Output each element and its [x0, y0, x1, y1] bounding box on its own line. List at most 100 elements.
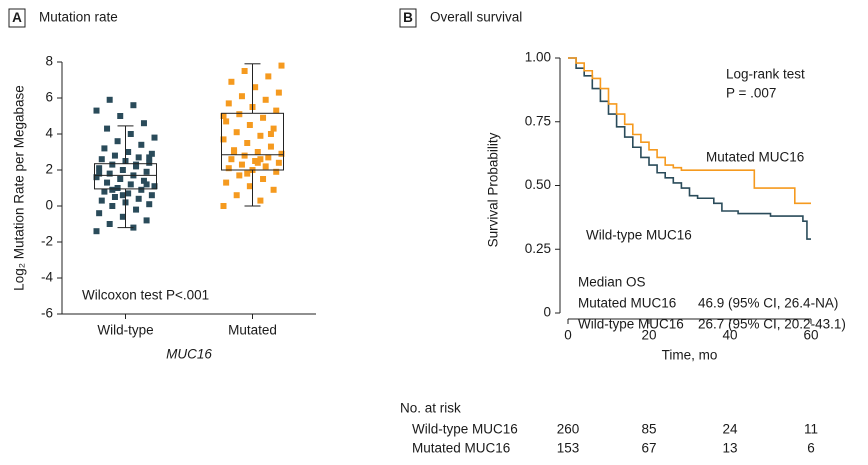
- point: [148, 150, 155, 157]
- point: [146, 201, 153, 208]
- risk-count: 6: [807, 441, 815, 456]
- point: [246, 122, 253, 128]
- box: [94, 163, 157, 190]
- risk-count: 13: [722, 441, 737, 456]
- point: [98, 197, 105, 204]
- point: [106, 170, 113, 177]
- y-tick-label: 4: [45, 126, 53, 141]
- point: [146, 154, 153, 161]
- point: [143, 168, 150, 175]
- point: [104, 125, 111, 132]
- y-axis-label: Survival Probability: [486, 132, 501, 247]
- point: [273, 107, 280, 114]
- point: [106, 96, 113, 103]
- point: [225, 165, 232, 172]
- point: [93, 107, 100, 114]
- point: [228, 156, 235, 163]
- point: [225, 100, 232, 107]
- y-tick-label: -2: [41, 234, 53, 249]
- point: [133, 206, 140, 213]
- point: [238, 93, 245, 100]
- point: [270, 186, 277, 193]
- y-tick-label: 0.75: [525, 113, 551, 128]
- y-tick-label: 2: [45, 162, 53, 177]
- y-tick-label: 8: [45, 54, 53, 69]
- point: [114, 185, 121, 191]
- curve-label: Wild-type MUC16: [586, 228, 692, 243]
- point: [260, 114, 267, 121]
- point: [96, 210, 103, 217]
- risk-title: No. at risk: [400, 401, 461, 416]
- point: [148, 192, 155, 199]
- point: [220, 136, 227, 143]
- point: [98, 156, 105, 163]
- point: [119, 167, 126, 173]
- point: [241, 152, 248, 159]
- panel-label-box: [8, 8, 26, 28]
- point: [273, 168, 280, 175]
- point: [138, 186, 145, 193]
- y-tick-label: 6: [45, 90, 53, 105]
- point: [127, 181, 134, 188]
- point: [96, 170, 103, 177]
- point: [101, 188, 108, 195]
- annotation: Wilcoxon test P<.001: [82, 288, 209, 303]
- point: [127, 131, 134, 137]
- point: [265, 73, 272, 80]
- point: [223, 118, 230, 125]
- point: [231, 149, 238, 155]
- point: [262, 163, 269, 170]
- point: [228, 78, 235, 85]
- x-tick-label: 0: [564, 328, 572, 343]
- point: [101, 145, 108, 152]
- point: [111, 152, 118, 159]
- point: [241, 68, 248, 74]
- point: [135, 195, 142, 202]
- point: [223, 179, 230, 186]
- point: [143, 181, 150, 188]
- point: [257, 132, 264, 139]
- y-tick-label: 0: [543, 305, 551, 320]
- x-tick-label: 40: [722, 328, 737, 343]
- point: [238, 161, 245, 168]
- point: [119, 213, 126, 220]
- y-tick-label: -6: [41, 306, 53, 321]
- point: [109, 186, 116, 193]
- point: [109, 203, 116, 209]
- risk-count: 85: [641, 422, 656, 437]
- point: [119, 192, 126, 199]
- point: [117, 176, 124, 182]
- point: [104, 179, 111, 186]
- point: [138, 141, 145, 148]
- point: [220, 203, 227, 209]
- risk-count: 67: [641, 441, 656, 456]
- y-axis-label: Log₂ Mutation Rate per Megabase: [12, 85, 27, 291]
- point: [135, 154, 142, 161]
- point: [151, 134, 158, 141]
- point: [265, 154, 272, 161]
- panel-label: B: [403, 10, 413, 25]
- point: [254, 159, 261, 166]
- y-tick-label: 0.25: [525, 241, 551, 256]
- point: [267, 131, 274, 137]
- panel-label: A: [12, 10, 22, 25]
- risk-count: 260: [557, 422, 580, 437]
- x-axis-label: MUC16: [166, 347, 212, 362]
- point: [111, 194, 118, 200]
- survival-curve: [568, 57, 811, 240]
- panel-label-box: [399, 8, 417, 28]
- survival-curve: [568, 57, 811, 205]
- point: [270, 125, 277, 132]
- point: [244, 170, 251, 177]
- point: [257, 156, 264, 163]
- point: [140, 177, 147, 184]
- point: [254, 149, 261, 155]
- point: [93, 228, 100, 235]
- y-tick-label: -4: [41, 270, 53, 285]
- point: [257, 197, 264, 204]
- x-tick-label: 60: [803, 328, 818, 343]
- point: [252, 84, 259, 91]
- point: [114, 138, 121, 145]
- point: [143, 217, 150, 224]
